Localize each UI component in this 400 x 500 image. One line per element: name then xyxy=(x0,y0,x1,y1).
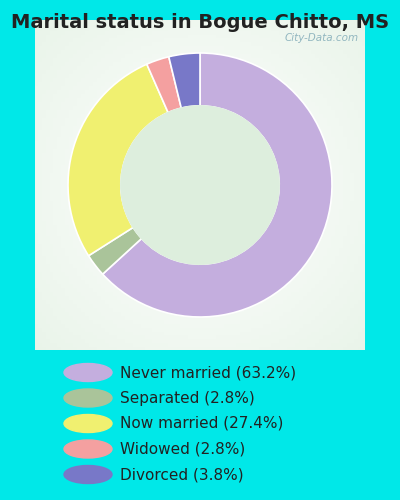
Circle shape xyxy=(64,466,112,483)
Text: Never married (63.2%): Never married (63.2%) xyxy=(120,365,296,380)
Circle shape xyxy=(64,364,112,382)
Text: Separated (2.8%): Separated (2.8%) xyxy=(120,390,255,406)
Text: City-Data.com: City-Data.com xyxy=(284,33,358,43)
Circle shape xyxy=(64,389,112,407)
Text: Divorced (3.8%): Divorced (3.8%) xyxy=(120,467,244,482)
Wedge shape xyxy=(88,228,142,274)
Circle shape xyxy=(64,440,112,458)
Circle shape xyxy=(121,106,279,264)
Wedge shape xyxy=(68,64,168,256)
Text: Widowed (2.8%): Widowed (2.8%) xyxy=(120,442,245,456)
Wedge shape xyxy=(147,56,181,112)
Text: Marital status in Bogue Chitto, MS: Marital status in Bogue Chitto, MS xyxy=(11,12,389,32)
Text: Now married (27.4%): Now married (27.4%) xyxy=(120,416,283,431)
Wedge shape xyxy=(103,53,332,317)
Wedge shape xyxy=(169,53,200,108)
Circle shape xyxy=(64,414,112,432)
